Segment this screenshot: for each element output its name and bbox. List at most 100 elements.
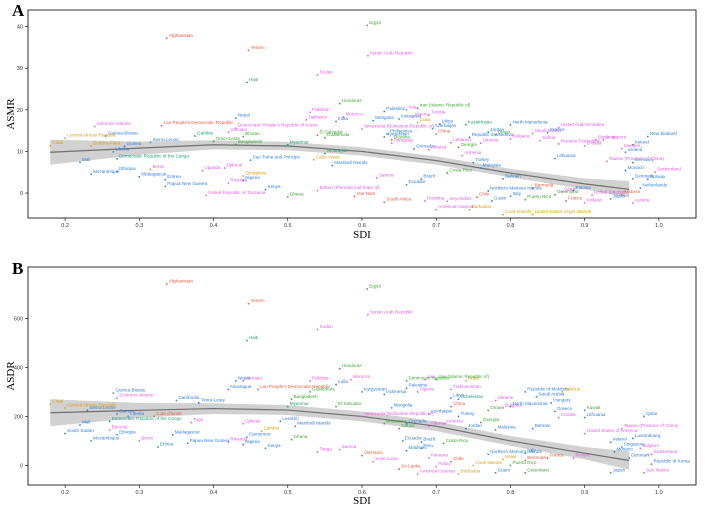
data-point <box>223 167 226 169</box>
point-label: South Sudan <box>67 428 94 433</box>
point-label: Ukraine <box>483 138 499 143</box>
data-point <box>479 421 482 424</box>
data-point <box>405 449 408 452</box>
data-point <box>554 193 556 196</box>
point-label: Madagascar <box>175 429 201 434</box>
point-label: Cuba <box>468 375 479 380</box>
data-point <box>427 114 430 117</box>
data-point <box>338 102 341 105</box>
point-label: South Africa <box>386 197 411 202</box>
point-label: Azerbaijan <box>435 123 457 128</box>
y-tick-label: 20 <box>17 108 23 114</box>
point-label: Ireland <box>635 139 649 144</box>
data-point <box>227 131 230 134</box>
point-label: Italy <box>527 448 536 453</box>
point-label: Nigeria <box>245 439 260 444</box>
data-point <box>383 201 386 204</box>
data-point <box>260 430 263 433</box>
point-label: Benin <box>141 435 153 440</box>
point-label: Benin <box>152 164 164 169</box>
panel-b-letter: B <box>12 259 23 278</box>
data-point <box>405 422 408 425</box>
point-label: Cameroon <box>249 432 271 437</box>
point-label: Bermuda <box>527 455 546 460</box>
point-label: Central African Republic <box>67 402 117 407</box>
point-label: Sweden <box>624 143 641 148</box>
data-point <box>316 134 319 137</box>
data-point <box>446 200 449 203</box>
data-point <box>387 133 389 135</box>
data-point <box>420 441 423 444</box>
point-label: Netherlands <box>642 183 667 188</box>
point-label: Germany <box>635 157 655 162</box>
point-label: Palestine <box>386 106 405 111</box>
data-point <box>247 49 250 52</box>
point-label: Denmark <box>635 173 654 178</box>
data-point <box>383 110 386 113</box>
point-label: Jordan <box>468 423 482 428</box>
y-tick-label: 600 <box>14 316 23 322</box>
data-point <box>367 54 369 57</box>
data-point <box>264 447 267 450</box>
point-label: Tonga <box>319 446 332 451</box>
point-label: Philippines <box>390 128 413 133</box>
y-tick-label: 0 <box>20 191 23 197</box>
data-point <box>494 428 497 431</box>
data-point <box>149 141 152 144</box>
data-point <box>494 133 497 136</box>
data-point <box>90 440 92 442</box>
data-point <box>632 202 634 204</box>
point-label: Marshall Islands <box>334 160 368 165</box>
trend-confidence-band <box>50 399 630 470</box>
point-label: Egypt <box>369 20 381 25</box>
data-point <box>450 460 452 463</box>
point-label: Jordan <box>490 127 504 132</box>
point-label: Peru <box>423 443 433 448</box>
data-point <box>105 135 107 137</box>
data-point <box>632 161 634 164</box>
data-point <box>450 397 452 399</box>
data-point <box>457 146 460 149</box>
point-label: Bhutan <box>245 131 260 136</box>
panel-b-x-axis-title: SDI <box>353 495 371 507</box>
point-label: Turkmenistan <box>453 384 481 389</box>
data-point <box>643 471 645 474</box>
point-label: Pakistan <box>312 375 330 380</box>
point-label: Guinea-Bissau <box>115 388 146 393</box>
data-point <box>264 188 267 191</box>
data-point <box>86 409 89 412</box>
data-point <box>442 422 445 425</box>
data-point <box>606 160 608 163</box>
y-tick-label: 200 <box>14 414 23 420</box>
point-label: Mongolia <box>394 402 413 407</box>
point-label: Morocco <box>345 111 363 116</box>
point-label: Ghana <box>293 434 307 439</box>
point-label: Grenada <box>416 143 434 148</box>
data-point <box>309 111 311 114</box>
data-point <box>90 145 92 147</box>
point-label: Japan <box>613 193 626 198</box>
data-point <box>383 422 386 425</box>
point-label: Tunisia <box>431 110 446 115</box>
data-point <box>335 120 337 123</box>
point-label: North Macedonia <box>512 401 547 406</box>
data-point <box>561 190 564 193</box>
data-point <box>572 457 575 459</box>
point-label: Kuwait <box>587 405 602 410</box>
point-label: Central African Republic <box>67 133 117 138</box>
data-point <box>583 432 586 435</box>
x-tick-label: 0.5 <box>284 223 292 229</box>
data-point <box>367 313 369 316</box>
data-point <box>190 421 193 424</box>
data-point <box>591 194 593 197</box>
data-point <box>90 173 92 176</box>
point-label: Ghana <box>290 191 304 196</box>
point-label: Paraguay <box>394 138 414 143</box>
point-label: Kazakhstan <box>468 119 492 124</box>
point-label: Republic of Moldova <box>527 386 569 391</box>
data-point <box>479 142 482 145</box>
data-point <box>539 139 542 142</box>
data-point <box>316 73 319 76</box>
data-point <box>450 141 452 144</box>
data-point <box>416 391 419 393</box>
